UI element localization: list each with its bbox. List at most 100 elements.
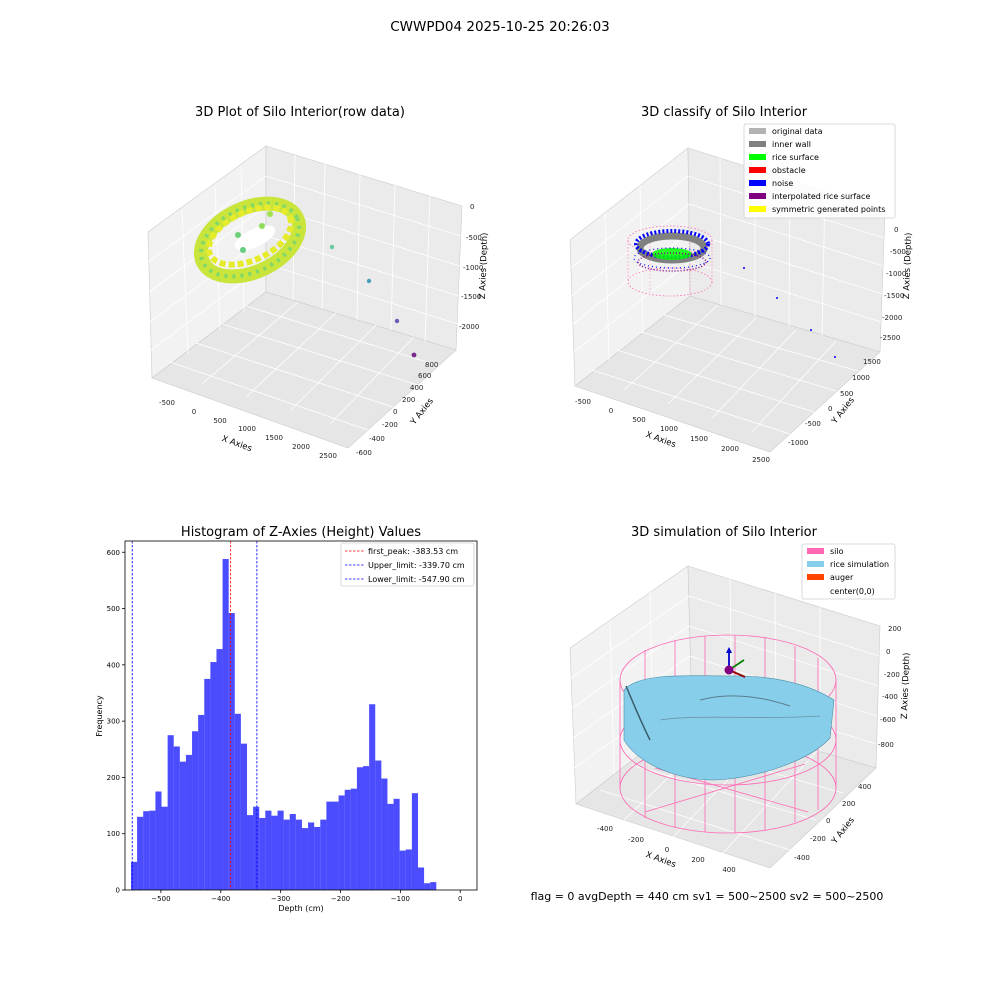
svg-text:-500: -500: [890, 248, 906, 256]
legend-item: auger: [807, 573, 854, 582]
svg-text:1000: 1000: [238, 425, 256, 433]
legend-label: center(0,0): [830, 587, 875, 596]
center-marker: [724, 665, 734, 675]
svg-text:-200: -200: [810, 835, 826, 843]
svg-text:0: 0: [826, 817, 830, 825]
histogram-bar: [283, 819, 290, 890]
svg-text:-400: -400: [369, 435, 385, 443]
histogram-bar: [259, 817, 266, 890]
panel1-xticks: -500 0 500 1000 1500 2000 2500: [159, 399, 337, 460]
panel1-ring-cloud: [193, 196, 307, 284]
svg-text:400: 400: [858, 783, 871, 791]
svg-text:-2500: -2500: [880, 334, 900, 342]
noise-point: [834, 356, 836, 358]
histogram-bar: [338, 795, 345, 890]
svg-text:0: 0: [393, 408, 397, 416]
panel-histogram: Histogram of Z-Axies (Height) Values −50…: [95, 525, 478, 913]
histogram-bar: [228, 613, 235, 890]
legend-item: interpolated rice surface: [749, 192, 870, 201]
histogram-bar: [289, 814, 296, 890]
svg-text:-500: -500: [805, 420, 821, 428]
histogram-legend: first_peak: -383.53 cm Upper_limit: -339…: [340, 542, 475, 587]
svg-text:-500: -500: [159, 399, 175, 407]
legend-item: symmetric generated points: [749, 205, 885, 214]
panel4-ylabel: Y Axies: [829, 815, 857, 847]
histogram-bar: [399, 850, 406, 890]
svg-text:-500: -500: [575, 398, 591, 406]
legend-swatch: [749, 128, 766, 134]
svg-text:-1000: -1000: [886, 270, 906, 278]
panel1-pane-floor: [151, 291, 457, 449]
svg-text:2500: 2500: [319, 452, 337, 460]
legend-swatch: [807, 548, 824, 554]
legend-swatch: [807, 574, 824, 580]
legend-swatch: [749, 154, 766, 160]
histogram-xticks: −500 −400 −300 −200 −100 0: [151, 890, 462, 903]
outlier-point: [366, 278, 372, 284]
panel4-yticks: -400 -200 0 200 400: [794, 783, 871, 862]
svg-text:-200: -200: [628, 836, 644, 844]
svg-text:1000: 1000: [852, 374, 870, 382]
histogram-bar: [167, 735, 174, 890]
svg-text:-2000: -2000: [459, 323, 479, 331]
panel2-title: 3D classify of Silo Interior: [641, 105, 808, 120]
panel4-xticks: -400 -200 0 200 400: [597, 825, 736, 874]
histogram-bar: [381, 778, 388, 890]
x-tick-label: −200: [331, 895, 350, 903]
histogram-title: Histogram of Z-Axies (Height) Values: [181, 525, 421, 540]
noise-point: [743, 267, 745, 269]
panel2-yticks: -1000 -500 0 500 1000 1500: [788, 358, 881, 447]
svg-text:2000: 2000: [721, 445, 739, 453]
panel1-zticks: 0 -500 -1000 -1500 -2000: [459, 203, 483, 331]
y-tick-label: 400: [107, 661, 120, 669]
panel2-noise-points: [743, 267, 836, 358]
svg-text:200: 200: [691, 856, 704, 864]
histogram-bar: [424, 883, 431, 890]
panel2-xticks: -500 0 500 1000 1500 2000 2500: [575, 398, 770, 464]
svg-text:600: 600: [418, 372, 431, 380]
histogram-bar: [363, 766, 370, 890]
histogram-bar: [173, 746, 180, 890]
histogram-ylabel: Frequency: [95, 695, 104, 737]
legend-item: noise: [749, 179, 793, 188]
svg-text:400: 400: [722, 866, 735, 874]
legend-label: original data: [772, 127, 823, 136]
histogram-bar: [387, 803, 394, 890]
histogram-bar: [222, 559, 229, 890]
panel4-zlabel: Z Axies (Depth): [900, 652, 912, 719]
x-tick-label: −400: [211, 895, 230, 903]
svg-text:-400: -400: [794, 854, 810, 862]
legend-item: original data: [749, 127, 823, 136]
histogram-bar: [271, 815, 278, 890]
histogram-bar: [430, 882, 437, 890]
svg-text:-600: -600: [356, 449, 372, 457]
svg-text:1500: 1500: [863, 358, 881, 366]
panel1-outliers: [329, 244, 417, 358]
histogram-bar: [210, 662, 217, 890]
svg-text:-400: -400: [882, 693, 898, 701]
histogram-bar: [204, 678, 211, 890]
legend-label: noise: [772, 179, 793, 188]
legend-item: rice surface: [749, 153, 819, 162]
histogram-reference-lines: [131, 541, 258, 890]
figure-suptitle: CWWPD04 2025-10-25 20:26:03: [390, 19, 610, 35]
histogram-bar: [350, 788, 357, 890]
panel2-zlabel: Z Axies (Depth): [902, 232, 914, 299]
svg-text:400: 400: [410, 384, 423, 392]
legend-label: first_peak: -383.53 cm: [368, 547, 458, 556]
panel-simulation-3d: 3D simulation of Silo Interior: [569, 525, 912, 874]
svg-text:-2000: -2000: [882, 314, 902, 322]
histogram-bar: [179, 761, 186, 890]
svg-text:0: 0: [665, 846, 669, 854]
panel-classify-3d: 3D classify of Silo Interior: [569, 105, 914, 464]
histogram-bar: [301, 828, 309, 890]
panel-raw-data-3d: 3D Plot of Silo Interior(row data): [147, 105, 490, 460]
panel4-auger: [724, 647, 746, 678]
svg-text:0: 0: [894, 226, 898, 234]
histogram-bar: [185, 754, 193, 890]
svg-text:0: 0: [828, 405, 832, 413]
svg-text:200: 200: [888, 625, 901, 633]
panel4-gridlines: [570, 578, 880, 855]
status-line: flag = 0 avgDepth = 440 cm sv1 = 500~250…: [531, 890, 884, 903]
legend-label: Lower_limit: -547.90 cm: [368, 575, 465, 584]
